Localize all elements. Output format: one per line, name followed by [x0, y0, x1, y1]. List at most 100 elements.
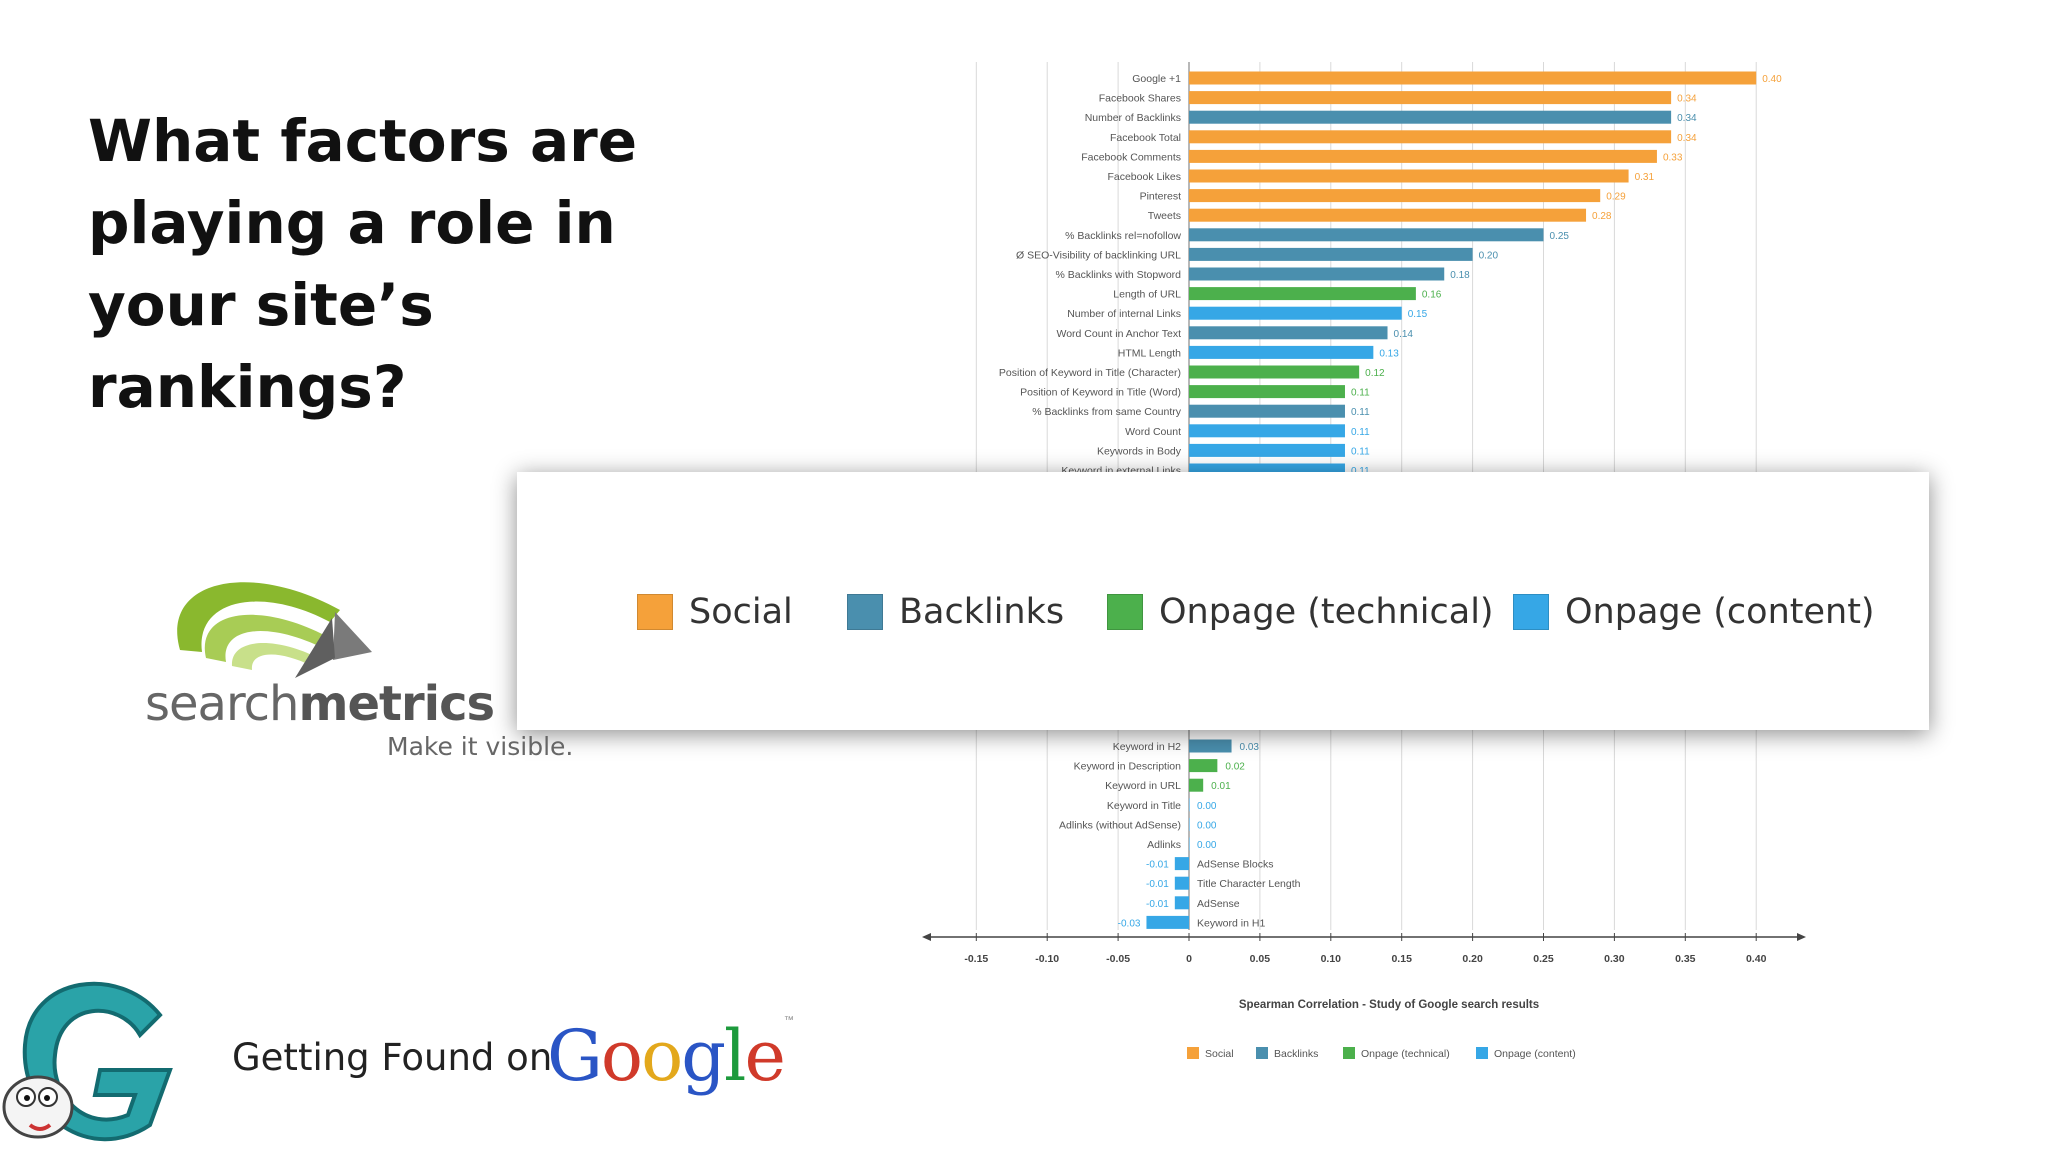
data-label: 0.12	[1365, 368, 1385, 379]
data-label: 0.11	[1351, 446, 1370, 457]
data-label: 0.33	[1663, 152, 1683, 163]
legend-swatch	[1107, 594, 1143, 630]
bar-label: Keyword in H1	[1197, 917, 1265, 929]
bar	[1189, 817, 1190, 831]
bar-label: Keyword in Description	[1074, 761, 1182, 773]
data-label: 0.34	[1677, 94, 1697, 105]
legend-label: Backlinks	[1274, 1048, 1318, 1060]
legend-swatch	[637, 594, 673, 630]
title-line: What factors are	[88, 107, 638, 175]
footer-text: Getting Found on	[232, 1036, 553, 1079]
google-letter: l	[724, 1015, 746, 1097]
x-tick-label: -0.15	[964, 953, 988, 965]
legend-zoom-callout: Social Backlinks Onpage (technical) Onpa…	[517, 472, 1929, 730]
bar	[1189, 91, 1672, 105]
bar	[1189, 385, 1345, 399]
bar	[1189, 365, 1360, 379]
chart-title: Spearman Correlation - Study of Google s…	[1239, 999, 1539, 1011]
legend-swatch	[1513, 594, 1549, 630]
legend-label: Onpage (content)	[1565, 592, 1875, 632]
x-axis-arrow-right	[1797, 933, 1806, 941]
bar	[1189, 228, 1544, 242]
bar	[1174, 857, 1189, 871]
bar	[1189, 306, 1402, 320]
legend-swatch	[1476, 1047, 1488, 1059]
bar-label: Google +1	[1132, 73, 1181, 85]
data-label: 0.02	[1225, 762, 1245, 773]
bar-label: Length of URL	[1113, 289, 1181, 301]
legend-label: Onpage (technical)	[1159, 592, 1494, 632]
bar-label: % Backlinks from same Country	[1032, 406, 1182, 418]
data-label: 0.00	[1197, 840, 1217, 851]
google-letter: g	[681, 1015, 726, 1097]
bar-label: Facebook Comments	[1081, 151, 1181, 163]
bar-label: Position of Keyword in Title (Character)	[999, 367, 1181, 379]
data-label: 0.40	[1762, 74, 1782, 85]
bar	[1189, 130, 1672, 144]
data-label: 0.34	[1677, 113, 1697, 124]
bar	[1146, 915, 1189, 929]
google-letter: o	[641, 1015, 683, 1097]
bar-label: Keywords in Body	[1097, 445, 1182, 457]
x-tick-label: -0.05	[1106, 953, 1130, 965]
data-label: 0.01	[1211, 781, 1231, 792]
bar-label: % Backlinks rel=nofollow	[1065, 230, 1181, 242]
data-label: 0.11	[1351, 407, 1370, 418]
bar	[1189, 110, 1672, 124]
bar-label: Position of Keyword in Title (Word)	[1020, 387, 1181, 399]
data-label: 0.34	[1677, 133, 1697, 144]
legend-item-backlinks: Backlinks	[847, 592, 1064, 632]
data-label: 0.11	[1351, 427, 1370, 438]
data-label: 0.03	[1240, 742, 1260, 753]
bar	[1189, 739, 1232, 753]
legend-label: Social	[689, 592, 793, 632]
bar	[1189, 208, 1587, 222]
google-logo: Google™	[547, 1015, 794, 1097]
data-label: 0.29	[1606, 192, 1626, 203]
data-label: 0.00	[1197, 801, 1217, 812]
legend-item-onpage-technical: Onpage (technical)	[1107, 592, 1494, 632]
data-label: 0.00	[1197, 820, 1217, 831]
bar	[1189, 404, 1345, 418]
legend-label: Onpage (content)	[1494, 1048, 1576, 1060]
bar-label: Keyword in URL	[1105, 780, 1181, 792]
data-label: -0.01	[1146, 879, 1169, 890]
bar	[1189, 169, 1629, 183]
bar-label: Keyword in Title	[1107, 800, 1181, 812]
bar-label: Number of internal Links	[1067, 308, 1181, 320]
mascot-g-icon	[2, 981, 173, 1142]
slide-title: What factors are playing a role in your …	[88, 100, 648, 428]
bar	[1189, 443, 1345, 457]
x-tick-label: 0.20	[1462, 953, 1483, 965]
data-label: 0.25	[1550, 231, 1570, 242]
data-label: -0.03	[1118, 918, 1141, 929]
bar	[1189, 326, 1388, 340]
bar-label: Keyword in H2	[1113, 741, 1181, 753]
data-label: 0.13	[1379, 348, 1399, 359]
bar-label: Title Character Length	[1197, 878, 1301, 890]
x-tick-label: 0.10	[1321, 953, 1342, 965]
x-tick-label: 0.35	[1675, 953, 1696, 965]
bar	[1189, 247, 1473, 261]
bar	[1189, 189, 1601, 203]
legend-swatch	[847, 594, 883, 630]
bar-label: AdSense	[1197, 898, 1240, 910]
bar-label: Pinterest	[1140, 191, 1182, 203]
trademark: ™	[783, 1015, 794, 1026]
x-tick-label: 0.05	[1250, 953, 1271, 965]
data-label: 0.11	[1351, 388, 1370, 399]
data-label: 0.31	[1635, 172, 1655, 183]
data-label: 0.18	[1450, 270, 1470, 281]
x-tick-label: 0.15	[1391, 953, 1412, 965]
bar	[1174, 876, 1189, 890]
bar-label: % Backlinks with Stopword	[1056, 269, 1182, 281]
logo-tagline: Make it visible.	[387, 732, 574, 761]
legend-label: Onpage (technical)	[1361, 1048, 1450, 1060]
x-axis-arrow-left	[922, 933, 931, 941]
legend-swatch	[1343, 1047, 1355, 1059]
legend-label: Social	[1205, 1048, 1234, 1060]
data-label: 0.16	[1422, 290, 1442, 301]
google-letter: o	[600, 1015, 643, 1097]
bar-label: AdSense Blocks	[1197, 859, 1273, 871]
bar-label: Tweets	[1148, 210, 1181, 222]
